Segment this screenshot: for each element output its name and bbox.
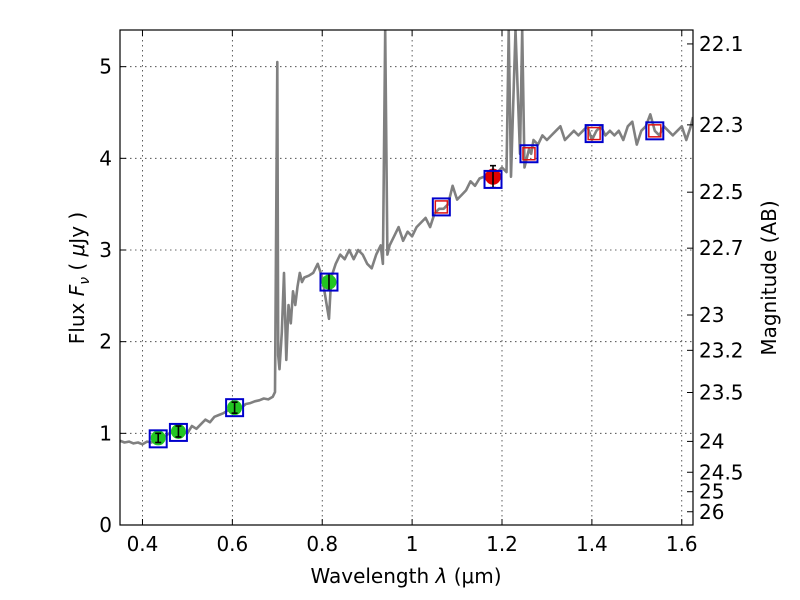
magnitude-tick-label: 22.7: [699, 236, 744, 260]
x-tick-label: 1: [406, 532, 419, 556]
magnitude-tick-label: 24.5: [699, 460, 744, 484]
open-red-square: [522, 147, 536, 161]
blue-model-square: [483, 169, 503, 189]
y-tick-label: 4: [99, 146, 112, 170]
axis-ticks: 0.4 0.6 0.8 1 1.2 1.4 1.601234522.122.322.522.…: [99, 30, 744, 556]
x-tick-label: 1.6: [666, 532, 698, 556]
spectrum-line: [120, 30, 693, 446]
x-tick-label: 0.8: [306, 532, 338, 556]
blue-model-square: [319, 272, 339, 292]
magnitude-tick-label: 22.3: [699, 113, 744, 137]
x-tick-label: 1.4: [576, 532, 608, 556]
plot-frame: [119, 29, 694, 526]
open-red-square: [434, 200, 449, 214]
y-tick-label: 0: [99, 513, 112, 537]
magnitude-tick-label: 22.5: [699, 180, 744, 204]
magnitude-tick-label: 23.5: [699, 381, 744, 405]
blue-model-square: [225, 398, 245, 418]
x-axis-title: Wavelength λ (μm): [310, 564, 501, 588]
magnitude-tick-label: 25: [699, 480, 724, 504]
magnitude-tick-label: 23: [699, 303, 724, 327]
open-red-square: [648, 124, 662, 138]
y-axis-title: Flux Fν ( μJy ): [65, 212, 93, 344]
x-tick-label: 1.2: [486, 532, 518, 556]
plot-area: [120, 30, 693, 449]
blue-model-square: [645, 121, 665, 141]
blue-model-square: [584, 124, 604, 144]
blue-model-square: [168, 422, 188, 442]
magnitude-tick-label: 22.1: [699, 32, 744, 56]
magnitude-tick-label: 24: [699, 429, 724, 453]
open-red-square: [587, 126, 601, 141]
x-tick-label: 0.4: [127, 532, 159, 556]
blue-model-square: [519, 144, 539, 164]
y-tick-label: 3: [99, 238, 112, 262]
magnitude-tick-label: 23.2: [699, 338, 744, 362]
grid: [120, 30, 693, 526]
y-tick-label: 5: [99, 55, 112, 79]
y-tick-label: 2: [99, 330, 112, 354]
y-tick-label: 1: [99, 421, 112, 445]
blue-model-square: [431, 197, 451, 217]
y2-axis-title: Magnitude (AB): [757, 200, 781, 355]
blue-model-square: [148, 429, 168, 449]
magnitude-tick-label: 26: [699, 500, 724, 524]
x-tick-label: 0.6: [216, 532, 248, 556]
